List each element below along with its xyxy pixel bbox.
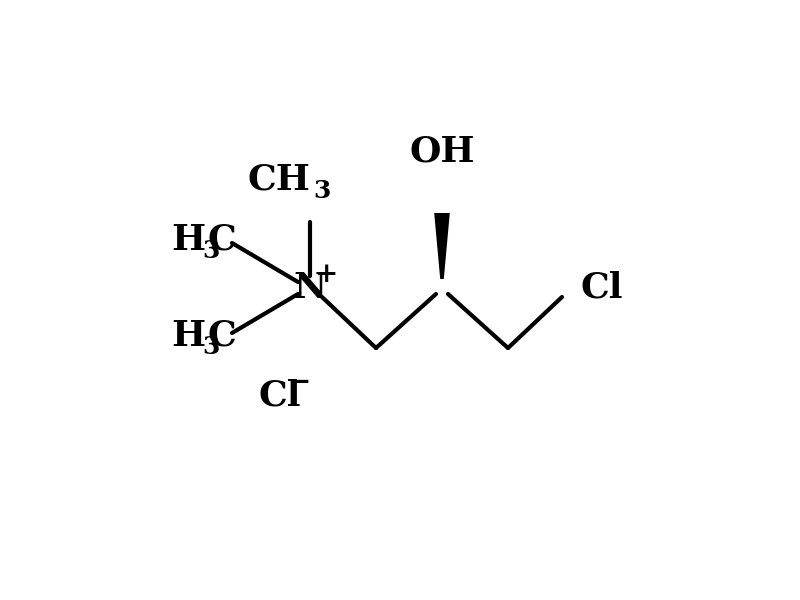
Text: C: C [207, 319, 236, 353]
Text: 3: 3 [202, 335, 220, 359]
Text: H: H [171, 319, 205, 353]
Text: 3: 3 [314, 179, 330, 203]
Text: −: − [287, 369, 311, 396]
Polygon shape [434, 213, 450, 279]
Text: CH: CH [247, 163, 310, 197]
Text: 3: 3 [202, 239, 220, 263]
Text: H: H [171, 223, 205, 257]
Text: Cl: Cl [580, 271, 622, 305]
Text: OH: OH [410, 134, 474, 168]
Text: +: + [315, 261, 338, 288]
Text: C: C [207, 223, 236, 257]
Text: N: N [294, 271, 326, 305]
Text: Cl: Cl [258, 379, 302, 413]
